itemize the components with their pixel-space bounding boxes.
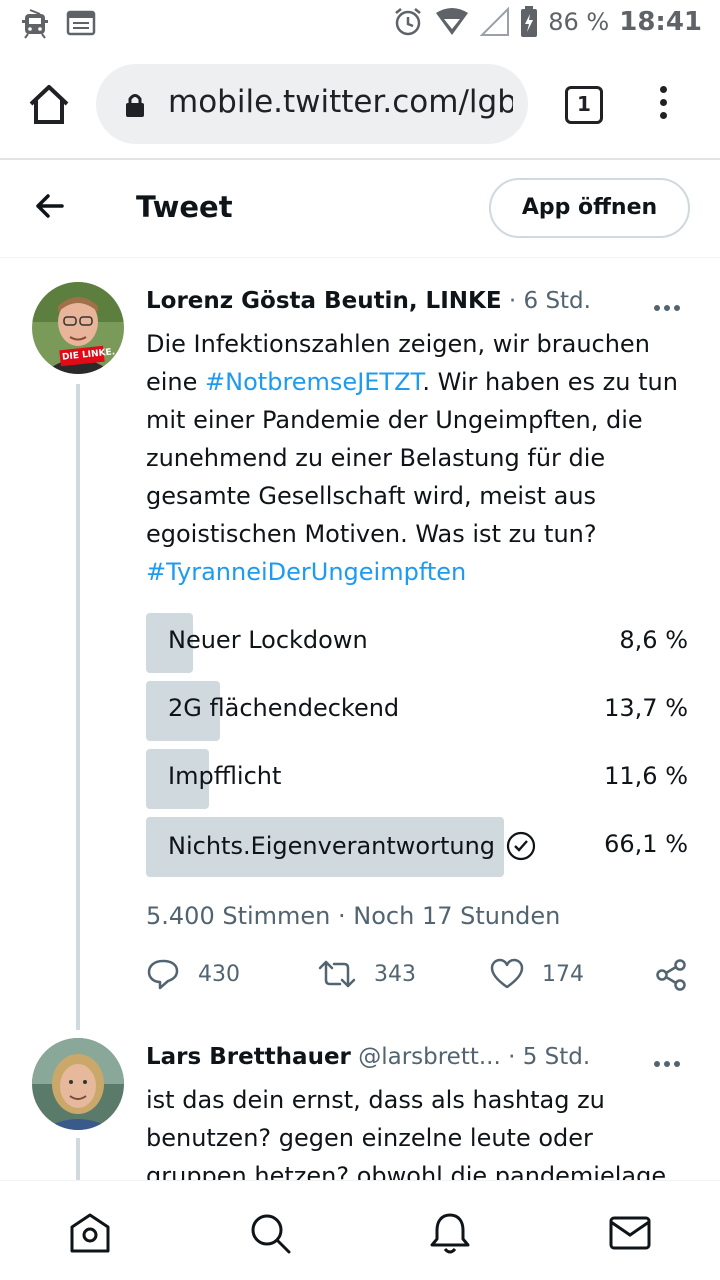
browser-toolbar: mobile.twitter.com/lgbeu 1 <box>0 52 720 160</box>
twitter-header: Tweet App öffnen <box>0 160 720 258</box>
page-title: Tweet <box>136 190 233 224</box>
reply-text: ist das dein ernst, dass als hashtag zu … <box>146 1086 667 1180</box>
tweet-text: Die Infektionszahlen zeigen, wir brauche… <box>146 330 678 586</box>
share-button[interactable] <box>654 958 688 992</box>
cell-signal-icon <box>480 7 510 36</box>
tram-notification-icon <box>22 9 48 39</box>
address-bar[interactable]: mobile.twitter.com/lgbeu <box>96 64 528 144</box>
avatar[interactable] <box>32 1038 124 1130</box>
share-icon <box>656 959 686 991</box>
poll-option-label: 2G flächendeckend <box>168 694 400 722</box>
more-options-icon[interactable] <box>654 1052 686 1067</box>
tweet-actions: 430 343 174 <box>146 958 691 1002</box>
alarm-icon <box>395 8 422 36</box>
bottom-navigation <box>0 1180 720 1280</box>
poll-bar <box>146 817 504 877</box>
reply-button[interactable]: 430 <box>146 958 240 990</box>
notifications-icon[interactable] <box>428 1211 472 1255</box>
battery-percent: 86 % <box>548 8 610 36</box>
retweet-button[interactable]: 343 <box>318 958 416 990</box>
clock: 18:41 <box>619 7 702 37</box>
reply-header: Lars Bretthauer @larsbrett... · 5 Std. <box>146 1044 590 1070</box>
poll-option: Nichts.Eigenverantwortung 66,1 % <box>146 817 690 877</box>
reply-time[interactable]: · 5 Std. <box>508 1044 591 1070</box>
tab-switcher-button[interactable]: 1 <box>565 86 603 124</box>
browser-menu-icon[interactable] <box>656 86 670 126</box>
retweet-count: 343 <box>374 961 416 987</box>
messages-icon[interactable] <box>608 1211 652 1255</box>
poll-option-percent: 8,6 % <box>619 626 688 654</box>
poll-option: Neuer Lockdown 8,6 % <box>146 613 690 673</box>
home-icon[interactable] <box>26 82 72 128</box>
lock-icon <box>126 94 144 117</box>
wifi-icon <box>436 8 469 35</box>
author-name[interactable]: Lorenz Gösta Beutin, LINKE <box>146 288 502 314</box>
more-options-icon[interactable] <box>654 296 686 311</box>
poll-meta: 5.400 Stimmen · Noch 17 Stunden <box>146 902 561 930</box>
calendar-notification-icon <box>66 10 96 36</box>
hashtag-link[interactable]: #TyranneiDerUngeimpften <box>146 558 467 586</box>
reply-icon <box>147 959 179 990</box>
poll-option: Impfflicht 11,6 % <box>146 749 690 809</box>
poll-option-percent: 66,1 % <box>604 830 688 858</box>
poll-option-label: Neuer Lockdown <box>168 626 368 654</box>
poll-option: 2G flächendeckend 13,7 % <box>146 681 690 741</box>
retweet-icon <box>318 960 356 988</box>
battery-icon <box>521 6 538 37</box>
like-count: 174 <box>542 961 584 987</box>
search-icon[interactable] <box>248 1211 292 1255</box>
poll-bar <box>146 749 209 809</box>
poll-option-percent: 11,6 % <box>604 762 688 790</box>
hashtag-link[interactable]: #NotbremseJETZT <box>205 368 423 396</box>
thread-line <box>76 1138 80 1180</box>
like-button[interactable]: 174 <box>490 958 584 990</box>
thread-line <box>76 384 80 1030</box>
poll-option-label: Nichts.Eigenverantwortung <box>168 832 496 860</box>
back-arrow-icon[interactable] <box>34 190 66 222</box>
status-bar: 86 % 18:41 <box>0 0 720 50</box>
url-text: mobile.twitter.com/lgbeu <box>168 84 513 120</box>
reply-handle[interactable]: @larsbrett... <box>358 1044 501 1070</box>
poll-bar <box>146 681 221 741</box>
winner-check-icon <box>506 831 536 861</box>
reply-author-name[interactable]: Lars Bretthauer <box>146 1044 351 1070</box>
poll-option-percent: 13,7 % <box>604 694 688 722</box>
poll-option-label: Impfflicht <box>168 762 282 790</box>
poll-bar <box>146 613 193 673</box>
tweet-header: Lorenz Gösta Beutin, LINKE · 6 Std. <box>146 288 591 314</box>
home-icon[interactable] <box>68 1211 112 1255</box>
reply-count: 430 <box>198 961 240 987</box>
open-app-button[interactable]: App öffnen <box>489 178 690 238</box>
tweet-time[interactable]: · 6 Std. <box>508 288 591 314</box>
heart-icon <box>490 958 524 989</box>
